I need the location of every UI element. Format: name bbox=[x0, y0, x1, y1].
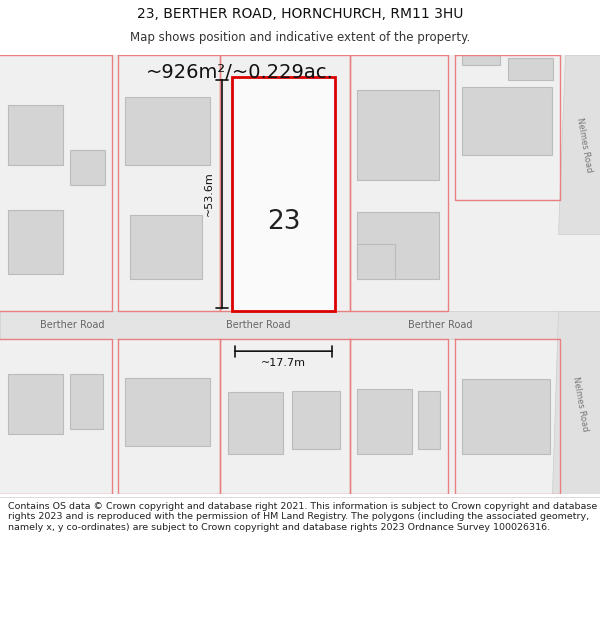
Polygon shape bbox=[552, 311, 600, 494]
Text: Berther Road: Berther Road bbox=[408, 320, 472, 330]
Text: Berther Road: Berther Road bbox=[226, 320, 290, 330]
Text: ~17.7m: ~17.7m bbox=[261, 358, 306, 368]
Text: ~926m²/~0.229ac.: ~926m²/~0.229ac. bbox=[146, 63, 334, 82]
Text: Map shows position and indicative extent of the property.: Map shows position and indicative extent… bbox=[130, 31, 470, 44]
Text: ~53.6m: ~53.6m bbox=[204, 172, 214, 216]
Bar bbox=[8, 105, 63, 164]
Polygon shape bbox=[558, 55, 600, 234]
Text: 23, BERTHER ROAD, HORNCHURCH, RM11 3HU: 23, BERTHER ROAD, HORNCHURCH, RM11 3HU bbox=[137, 8, 463, 21]
Text: Nelmes Road: Nelmes Road bbox=[575, 117, 593, 173]
Bar bbox=[292, 391, 340, 449]
Bar bbox=[125, 97, 210, 164]
Bar bbox=[508, 58, 553, 80]
Bar bbox=[125, 378, 210, 446]
Bar bbox=[357, 389, 412, 454]
Bar bbox=[357, 211, 439, 279]
Bar bbox=[357, 90, 439, 179]
Bar bbox=[357, 244, 395, 279]
Bar bbox=[8, 374, 63, 434]
Text: 23: 23 bbox=[267, 209, 300, 235]
Bar bbox=[8, 209, 63, 274]
Bar bbox=[462, 87, 552, 155]
Bar bbox=[228, 392, 283, 454]
Text: Berther Road: Berther Road bbox=[40, 320, 104, 330]
Text: Contains OS data © Crown copyright and database right 2021. This information is : Contains OS data © Crown copyright and d… bbox=[8, 502, 597, 532]
Bar bbox=[418, 391, 440, 449]
Bar bbox=[462, 43, 500, 65]
Text: Nelmes Road: Nelmes Road bbox=[571, 376, 589, 432]
Bar bbox=[70, 374, 103, 429]
Bar bbox=[0, 311, 600, 339]
Bar bbox=[130, 214, 202, 279]
Bar bbox=[232, 77, 335, 311]
Bar bbox=[70, 150, 105, 184]
Bar bbox=[462, 379, 550, 454]
